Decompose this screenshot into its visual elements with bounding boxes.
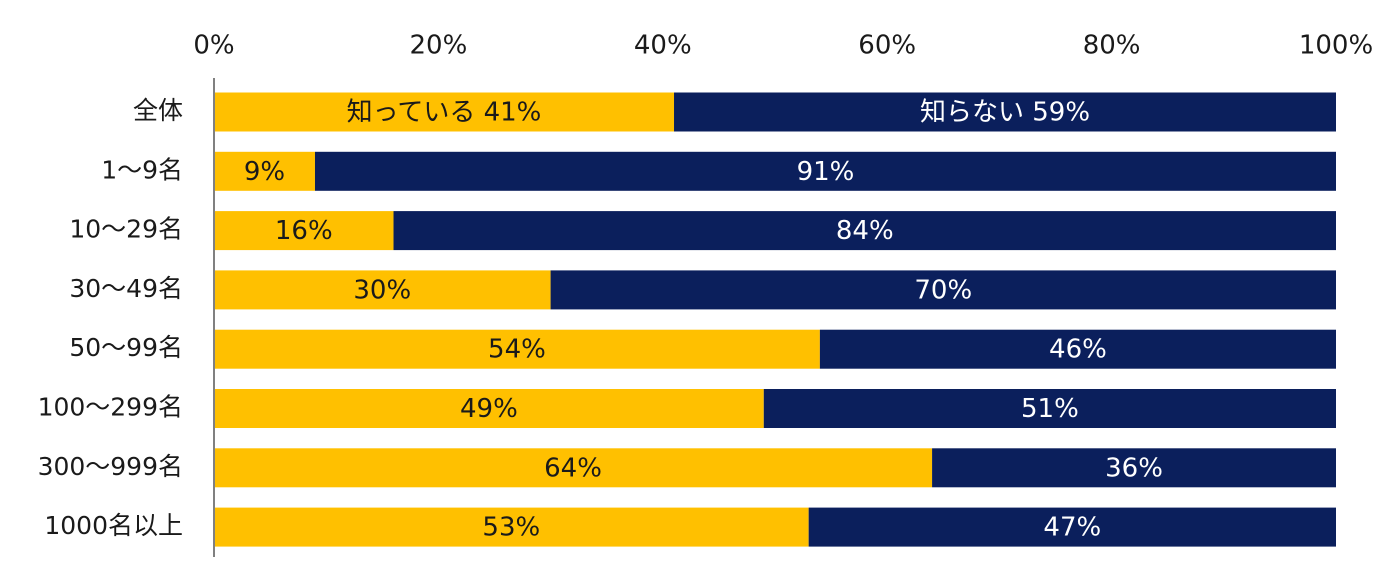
category-label: 30～49名 (69, 274, 183, 303)
x-tick-label: 20% (410, 31, 468, 61)
data-label: 16% (275, 216, 333, 246)
category-label: 全体 (133, 96, 183, 125)
category-label: 1000名以上 (44, 511, 183, 540)
category-label: 10～29名 (69, 215, 183, 244)
bar-segment-unknown (763, 389, 1336, 428)
data-label: 64% (544, 453, 602, 483)
data-label: 49% (460, 394, 518, 424)
category-label: 100～299名 (38, 393, 183, 422)
data-label: 54% (488, 335, 546, 365)
x-tick-label: 80% (1083, 31, 1141, 61)
bar-segment-known (214, 270, 551, 310)
bars: 知っている 41% 知らない 59% 9% 91% 16% 84% 30% 70% 54% 46%… (214, 92, 1337, 547)
data-label: 知らない 59% (920, 98, 1090, 128)
x-tick-label: 0% (193, 31, 234, 61)
category-label: 1～9名 (101, 155, 183, 184)
x-tick-label: 60% (858, 31, 916, 61)
data-label: 46% (1049, 335, 1107, 365)
data-label: 30% (353, 275, 411, 305)
y-axis-categories: 全体 1～9名 10～29名 30～49名 50～99名 100～299名 300～999名… (38, 96, 183, 540)
x-axis-ticks: 0% 20% 40% 60% 80% 100% (193, 31, 1373, 61)
data-label: 知っている 41% (347, 98, 542, 128)
data-label: 47% (1043, 513, 1101, 543)
bar-segment-known (214, 329, 820, 369)
bar-segment-unknown (819, 329, 1336, 369)
x-tick-label: 100% (1299, 31, 1373, 61)
x-tick-label: 40% (634, 31, 692, 61)
bar-segment-unknown (314, 151, 1337, 191)
data-label: 53% (482, 513, 540, 543)
bar-segment-known (214, 92, 675, 132)
bar-segment-unknown (932, 448, 1336, 488)
bar-segment-known (214, 151, 315, 191)
bar-segment-known (214, 507, 809, 547)
bar-segment-unknown (393, 211, 1336, 251)
category-label: 300～999名 (38, 452, 183, 481)
data-label: 91% (797, 157, 855, 187)
data-label: 70% (914, 275, 972, 305)
bar-segment-unknown (808, 507, 1336, 547)
category-label: 50～99名 (69, 333, 183, 362)
bar-segment-known (214, 389, 764, 428)
data-label: 51% (1021, 394, 1079, 424)
bar-segment-known (214, 211, 394, 251)
data-label: 84% (836, 216, 894, 246)
data-label: 36% (1105, 453, 1163, 483)
bar-segment-known (214, 448, 933, 488)
bar-segment-unknown (674, 92, 1336, 132)
data-label: 9% (244, 157, 285, 187)
bar-segment-unknown (550, 270, 1336, 310)
